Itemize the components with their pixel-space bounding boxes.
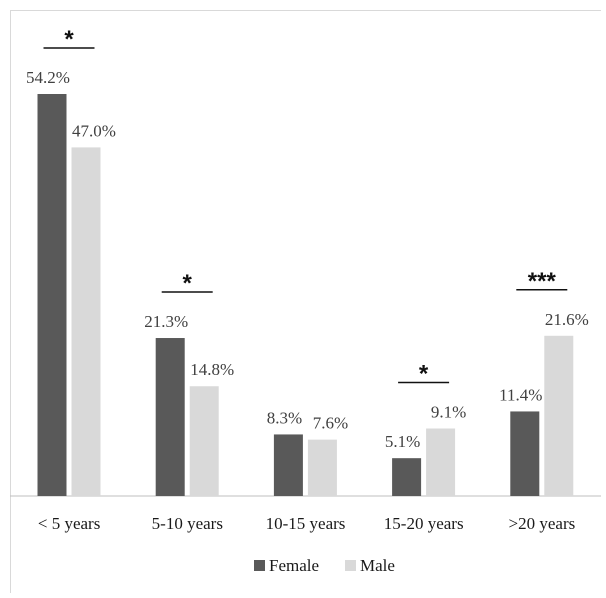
data-label-female: 8.3%	[267, 408, 302, 427]
legend-swatch-male	[345, 560, 356, 571]
x-tick-label: 10-15 years	[266, 514, 346, 533]
legend-label-male: Male	[360, 556, 395, 575]
data-label-female: 11.4%	[499, 385, 542, 404]
x-tick-label: < 5 years	[38, 514, 100, 533]
significance-marker: *	[419, 361, 429, 388]
legend-label-female: Female	[269, 556, 319, 575]
x-tick-label: 5-10 years	[152, 514, 223, 533]
data-label-male: 7.6%	[313, 414, 348, 433]
significance-marker: ***	[528, 268, 557, 295]
bar-male	[544, 335, 574, 496]
bar-male	[71, 147, 101, 496]
bar-female	[392, 458, 422, 496]
bar-female	[510, 411, 540, 496]
bar-female	[155, 338, 185, 496]
bar-male	[307, 439, 337, 496]
bar-male	[189, 386, 219, 496]
bar-female	[273, 434, 303, 496]
data-label-male: 14.8%	[190, 360, 234, 379]
legend: Female Male	[254, 556, 395, 575]
significance-marker: *	[183, 270, 193, 297]
bar-male	[426, 428, 456, 496]
data-label-female: 21.3%	[144, 312, 188, 331]
bar-female	[37, 94, 67, 496]
chart-frame	[10, 10, 601, 593]
data-label-male: 9.1%	[431, 403, 466, 422]
x-tick-label: >20 years	[509, 514, 576, 533]
significance-marker: *	[64, 26, 74, 53]
data-label-female: 5.1%	[385, 432, 420, 451]
data-label-male: 47.0%	[72, 121, 116, 140]
data-label-female: 54.2%	[26, 68, 70, 87]
x-tick-label: 15-20 years	[384, 514, 464, 533]
data-label-male: 21.6%	[545, 310, 589, 329]
legend-swatch-female	[254, 560, 265, 571]
